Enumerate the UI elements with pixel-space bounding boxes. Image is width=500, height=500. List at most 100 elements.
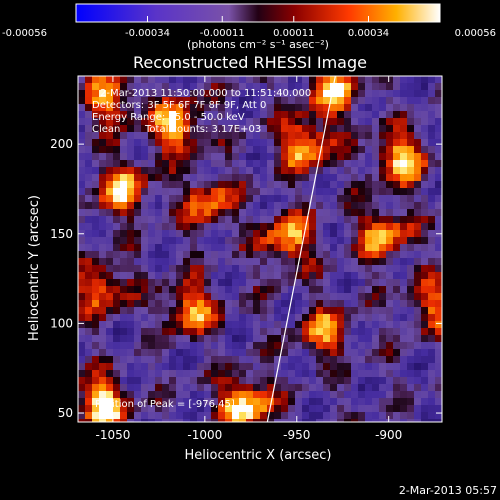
heatmap-cell [148, 209, 156, 217]
heatmap-cell [232, 195, 240, 203]
heatmap-cell [190, 258, 198, 266]
heatmap-cell [127, 146, 135, 154]
heatmap-cell [141, 139, 149, 147]
heatmap-cell [351, 132, 359, 140]
heatmap-cell [176, 111, 184, 119]
heatmap-cell [358, 209, 366, 217]
heatmap-cell [358, 363, 366, 371]
heatmap-cell [260, 244, 268, 252]
heatmap-cell [155, 104, 163, 112]
heatmap-cell [323, 356, 331, 364]
heatmap-cell [204, 125, 212, 133]
heatmap-cell [386, 286, 394, 294]
heatmap-cell [183, 384, 191, 392]
heatmap-cell [78, 272, 86, 280]
heatmap-cell [302, 97, 310, 105]
heatmap-cell [337, 286, 345, 294]
heatmap-cell [288, 300, 296, 308]
heatmap-cell [106, 377, 114, 385]
heatmap-cell [421, 391, 429, 399]
heatmap-cell [99, 321, 107, 329]
heatmap-cell [190, 384, 198, 392]
heatmap-cell [246, 377, 254, 385]
heatmap-cell [421, 370, 429, 378]
heatmap-cell [211, 370, 219, 378]
heatmap-cell [253, 174, 261, 182]
heatmap-cell [239, 265, 247, 273]
heatmap-cell [78, 216, 86, 224]
heatmap-cell [267, 272, 275, 280]
heatmap-cell [169, 83, 177, 91]
heatmap-cell [218, 321, 226, 329]
heatmap-cell [288, 167, 296, 175]
heatmap-cell [330, 377, 338, 385]
heatmap-cell [120, 209, 128, 217]
heatmap-cell [197, 321, 205, 329]
heatmap-cell [211, 384, 219, 392]
heatmap-cell [386, 76, 394, 84]
heatmap-cell [393, 419, 401, 422]
heatmap-cell [113, 314, 121, 322]
heatmap-cell [393, 160, 401, 168]
heatmap-cell [134, 132, 142, 140]
heatmap-cell [428, 125, 436, 133]
heatmap-cell [113, 384, 121, 392]
heatmap-cell [148, 356, 156, 364]
heatmap-cell [113, 342, 121, 350]
heatmap-cell [239, 405, 247, 413]
heatmap-cell [309, 349, 317, 357]
heatmap-cell [372, 356, 380, 364]
heatmap-cell [330, 111, 338, 119]
heatmap-cell [211, 160, 219, 168]
heatmap-cell [99, 97, 107, 105]
heatmap-cell [316, 90, 324, 98]
heatmap-cell [428, 174, 436, 182]
heatmap-cell [274, 160, 282, 168]
heatmap-cell [421, 104, 429, 112]
heatmap-cell [246, 118, 254, 126]
heatmap-cell [330, 174, 338, 182]
heatmap-cell [351, 363, 359, 371]
heatmap-cell [190, 90, 198, 98]
heatmap-cell [274, 118, 282, 126]
heatmap-cell [421, 76, 429, 84]
heatmap-cell [162, 370, 170, 378]
heatmap-cell [309, 209, 317, 217]
heatmap-cell [323, 335, 331, 343]
heatmap-cell [120, 146, 128, 154]
heatmap-cell [316, 412, 324, 420]
heatmap-cell [85, 384, 93, 392]
heatmap-cell [176, 412, 184, 420]
heatmap-cell [106, 132, 114, 140]
heatmap-cell [274, 314, 282, 322]
heatmap-cell [99, 125, 107, 133]
heatmap-cell [379, 174, 387, 182]
heatmap-cell [365, 363, 373, 371]
heatmap-cell [414, 111, 422, 119]
heatmap-cell [372, 146, 380, 154]
heatmap-cell [169, 244, 177, 252]
heatmap-cell [400, 265, 408, 273]
heatmap-cell [309, 314, 317, 322]
heatmap-cell [99, 258, 107, 266]
heatmap-cell [211, 209, 219, 217]
heatmap-cell [274, 216, 282, 224]
heatmap-cell [365, 97, 373, 105]
heatmap-cell [127, 174, 135, 182]
heatmap-cell [267, 370, 275, 378]
heatmap-cell [274, 377, 282, 385]
heatmap-cell [211, 97, 219, 105]
heatmap-cell [113, 90, 121, 98]
heatmap-cell [225, 265, 233, 273]
heatmap-cell [295, 160, 303, 168]
heatmap-cell [393, 181, 401, 189]
heatmap-cell [428, 349, 436, 357]
heatmap-cell [190, 118, 198, 126]
heatmap-cell [106, 328, 114, 336]
heatmap-cell [169, 377, 177, 385]
heatmap-cell [204, 314, 212, 322]
heatmap-cell [365, 328, 373, 336]
heatmap-cell [379, 76, 387, 84]
heatmap-cell [407, 104, 415, 112]
heatmap-cell [211, 76, 219, 84]
